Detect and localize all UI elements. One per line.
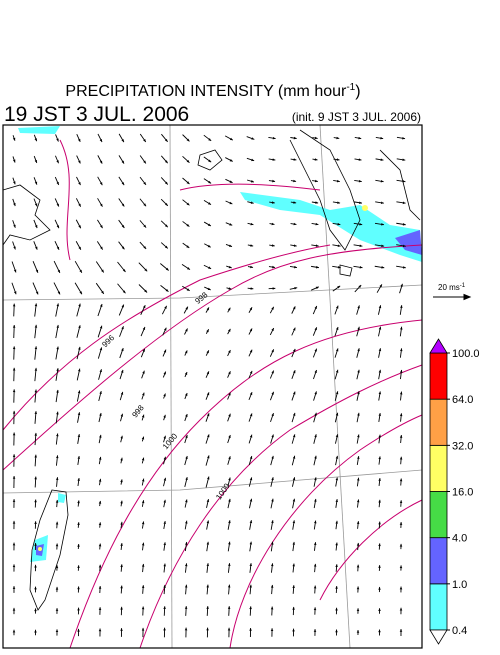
colorbar-segment bbox=[430, 399, 447, 445]
colorbar-segment bbox=[430, 445, 447, 491]
colorbar: 0.4 1.0 4.0 16.0 32.0 64.0 100.0 bbox=[430, 339, 480, 644]
colorbar-label: 16.0 bbox=[452, 487, 473, 499]
colorbar-label: 64.0 bbox=[452, 394, 473, 406]
colorbar-under bbox=[430, 630, 447, 644]
wind-scale-text: 20 ms bbox=[438, 283, 460, 292]
colorbar-over bbox=[430, 339, 447, 353]
title: PRECIPITATION INTENSITY (mm hour-1) bbox=[65, 82, 360, 100]
colorbar-segment bbox=[430, 538, 447, 584]
wind-scale-sup: -1 bbox=[460, 283, 466, 289]
colorbar-label: 4.0 bbox=[452, 533, 467, 545]
title-main: PRECIPITATION INTENSITY (mm hour bbox=[65, 83, 347, 100]
title-end: ) bbox=[355, 83, 360, 100]
colorbar-segment bbox=[430, 492, 447, 538]
init-time: (init. 9 JST 3 JUL. 2006) bbox=[292, 110, 421, 124]
colorbar-label: 0.4 bbox=[452, 625, 467, 637]
colorbar-label: 32.0 bbox=[452, 440, 473, 452]
colorbar-segment bbox=[430, 584, 447, 630]
colorbar-label: 100.0 bbox=[452, 348, 480, 360]
colorbar-segment bbox=[430, 353, 447, 399]
wind-scale-label: 20 ms-1 bbox=[438, 283, 466, 292]
colorbar-label: 1.0 bbox=[452, 579, 467, 591]
wind-scale-arrow bbox=[433, 295, 470, 300]
valid-time: 19 JST 3 JUL. 2006 bbox=[4, 103, 189, 126]
